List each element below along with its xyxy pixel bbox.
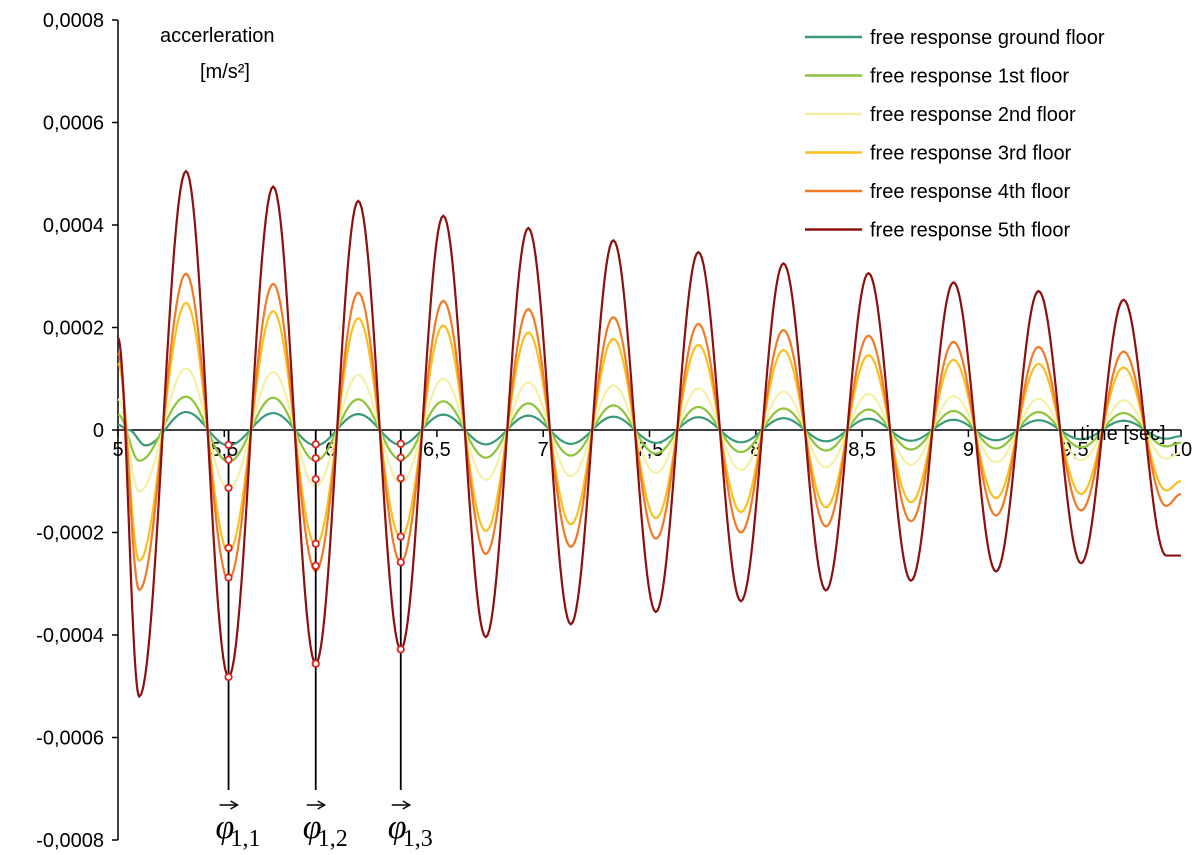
y-tick-label: 0,0008 [43,10,104,32]
annotation-marker [396,645,405,654]
y-tick-label: 0,0004 [43,215,104,237]
annotation-subscript: 1,3 [403,826,433,852]
y-tick-label: 0 [93,420,104,442]
annotation-marker [311,440,320,449]
series-line-2 [117,367,1182,493]
annotation-symbol: φ [303,809,322,846]
annotation-subscript: 1,1 [231,826,261,852]
annotation-marker [311,475,320,484]
vector-arrow-head [230,800,239,810]
y-tick-label: -0,0006 [36,728,104,750]
vector-arrow-head [317,800,327,810]
annotation-marker [224,483,233,493]
vector-arrow-head [402,800,412,810]
y-tick-label: -0,0008 [36,830,104,852]
annotation-marker [396,474,405,483]
y-tick-label: -0,0002 [36,523,104,545]
annotation-marker [224,455,233,464]
y-tick-label: -0,0004 [36,625,104,647]
x-tick-label: 6,5 [423,439,451,461]
annotation-marker [224,440,233,449]
x-tick-label: 6 [325,439,336,461]
annotation-marker [396,453,405,462]
legend-label-0: free response ground floor [870,27,1105,49]
x-tick-label: 7 [538,439,549,461]
legend-label-4: free response 4th floor [870,181,1070,203]
x-tick-label: 10 [1170,439,1192,461]
annotation-marker [311,659,320,668]
annotation-symbol: φ [216,809,235,846]
x-tick-label: 8,5 [848,439,876,461]
annotation-subscript: 1,2 [318,826,348,852]
x-tick-label: 9 [963,439,974,461]
mode-shape-annotations: φ1,1 φ1,2 φ1,3 [216,430,433,852]
annotation-symbol: φ [388,809,407,846]
y-axis: 0,0008 0,0006 0,0004 0,0002 0 -0,0002 -0,0004 -… [36,10,119,852]
legend-label-3: free response 3rd floor [870,143,1072,165]
annotation-marker [224,573,233,582]
legend-label-1: free response 1st floor [870,66,1069,88]
annotation-marker [311,454,320,463]
annotation-marker [311,561,320,570]
series-line-5 [117,169,1181,699]
annotation-marker [224,543,233,552]
y-axis-label-line1: accerleration [160,25,275,47]
x-axis-label: time [sec] [1080,423,1166,445]
y-tick-label: 0,0006 [43,113,104,135]
annotation-marker [224,672,233,682]
y-tick-label: 0,0002 [43,318,104,340]
annotation-marker [311,539,320,548]
series-lines [117,169,1182,699]
y-axis-label-line2: [m/s²] [200,61,250,83]
annotation-marker [396,439,405,448]
x-tick-label: 5 [112,439,123,461]
series-line-0 [117,410,1182,447]
legend: free response ground floor free response … [805,27,1105,242]
series-line-4 [117,272,1182,592]
series-line-1 [117,395,1182,463]
annotation-marker [396,558,405,567]
legend-label-2: free response 2nd floor [870,104,1076,126]
legend-label-5: free response 5th floor [870,220,1070,242]
annotation-marker [396,532,405,541]
x-axis: 5 5,5 6 6,5 7 7,5 8 8,5 9 9,5 10 [112,429,1192,461]
series-line-3 [117,301,1182,563]
